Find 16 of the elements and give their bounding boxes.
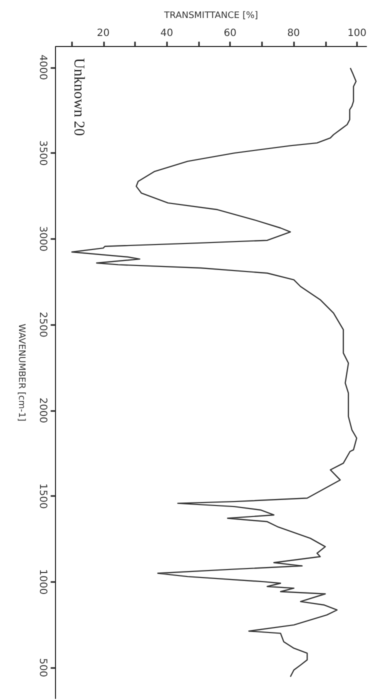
y-tick-label: 1500 [37,483,48,509]
x-tick-label: 80 [287,28,300,40]
y-tick-label: 1000 [37,569,48,595]
x-tick-label: 100 [347,28,367,40]
y-tick-label: 2500 [37,312,48,338]
y-tick-label: 4000 [37,54,48,80]
y-tick-label: 3500 [37,140,48,166]
x-axis-title: TRANSMITTANCE [%] [163,11,258,22]
y-tick-label: 3000 [37,226,48,252]
x-tick-label: 40 [160,28,174,40]
x-tick-label: 60 [224,28,236,40]
text: Unknown 20 [70,58,86,136]
y-tick-label: 500 [37,658,48,678]
y-axis-title: WAVENUMBER [cm-1] [16,324,26,422]
y-tick-label: 2000 [37,398,48,424]
x-tick-label: 20 [96,28,110,40]
